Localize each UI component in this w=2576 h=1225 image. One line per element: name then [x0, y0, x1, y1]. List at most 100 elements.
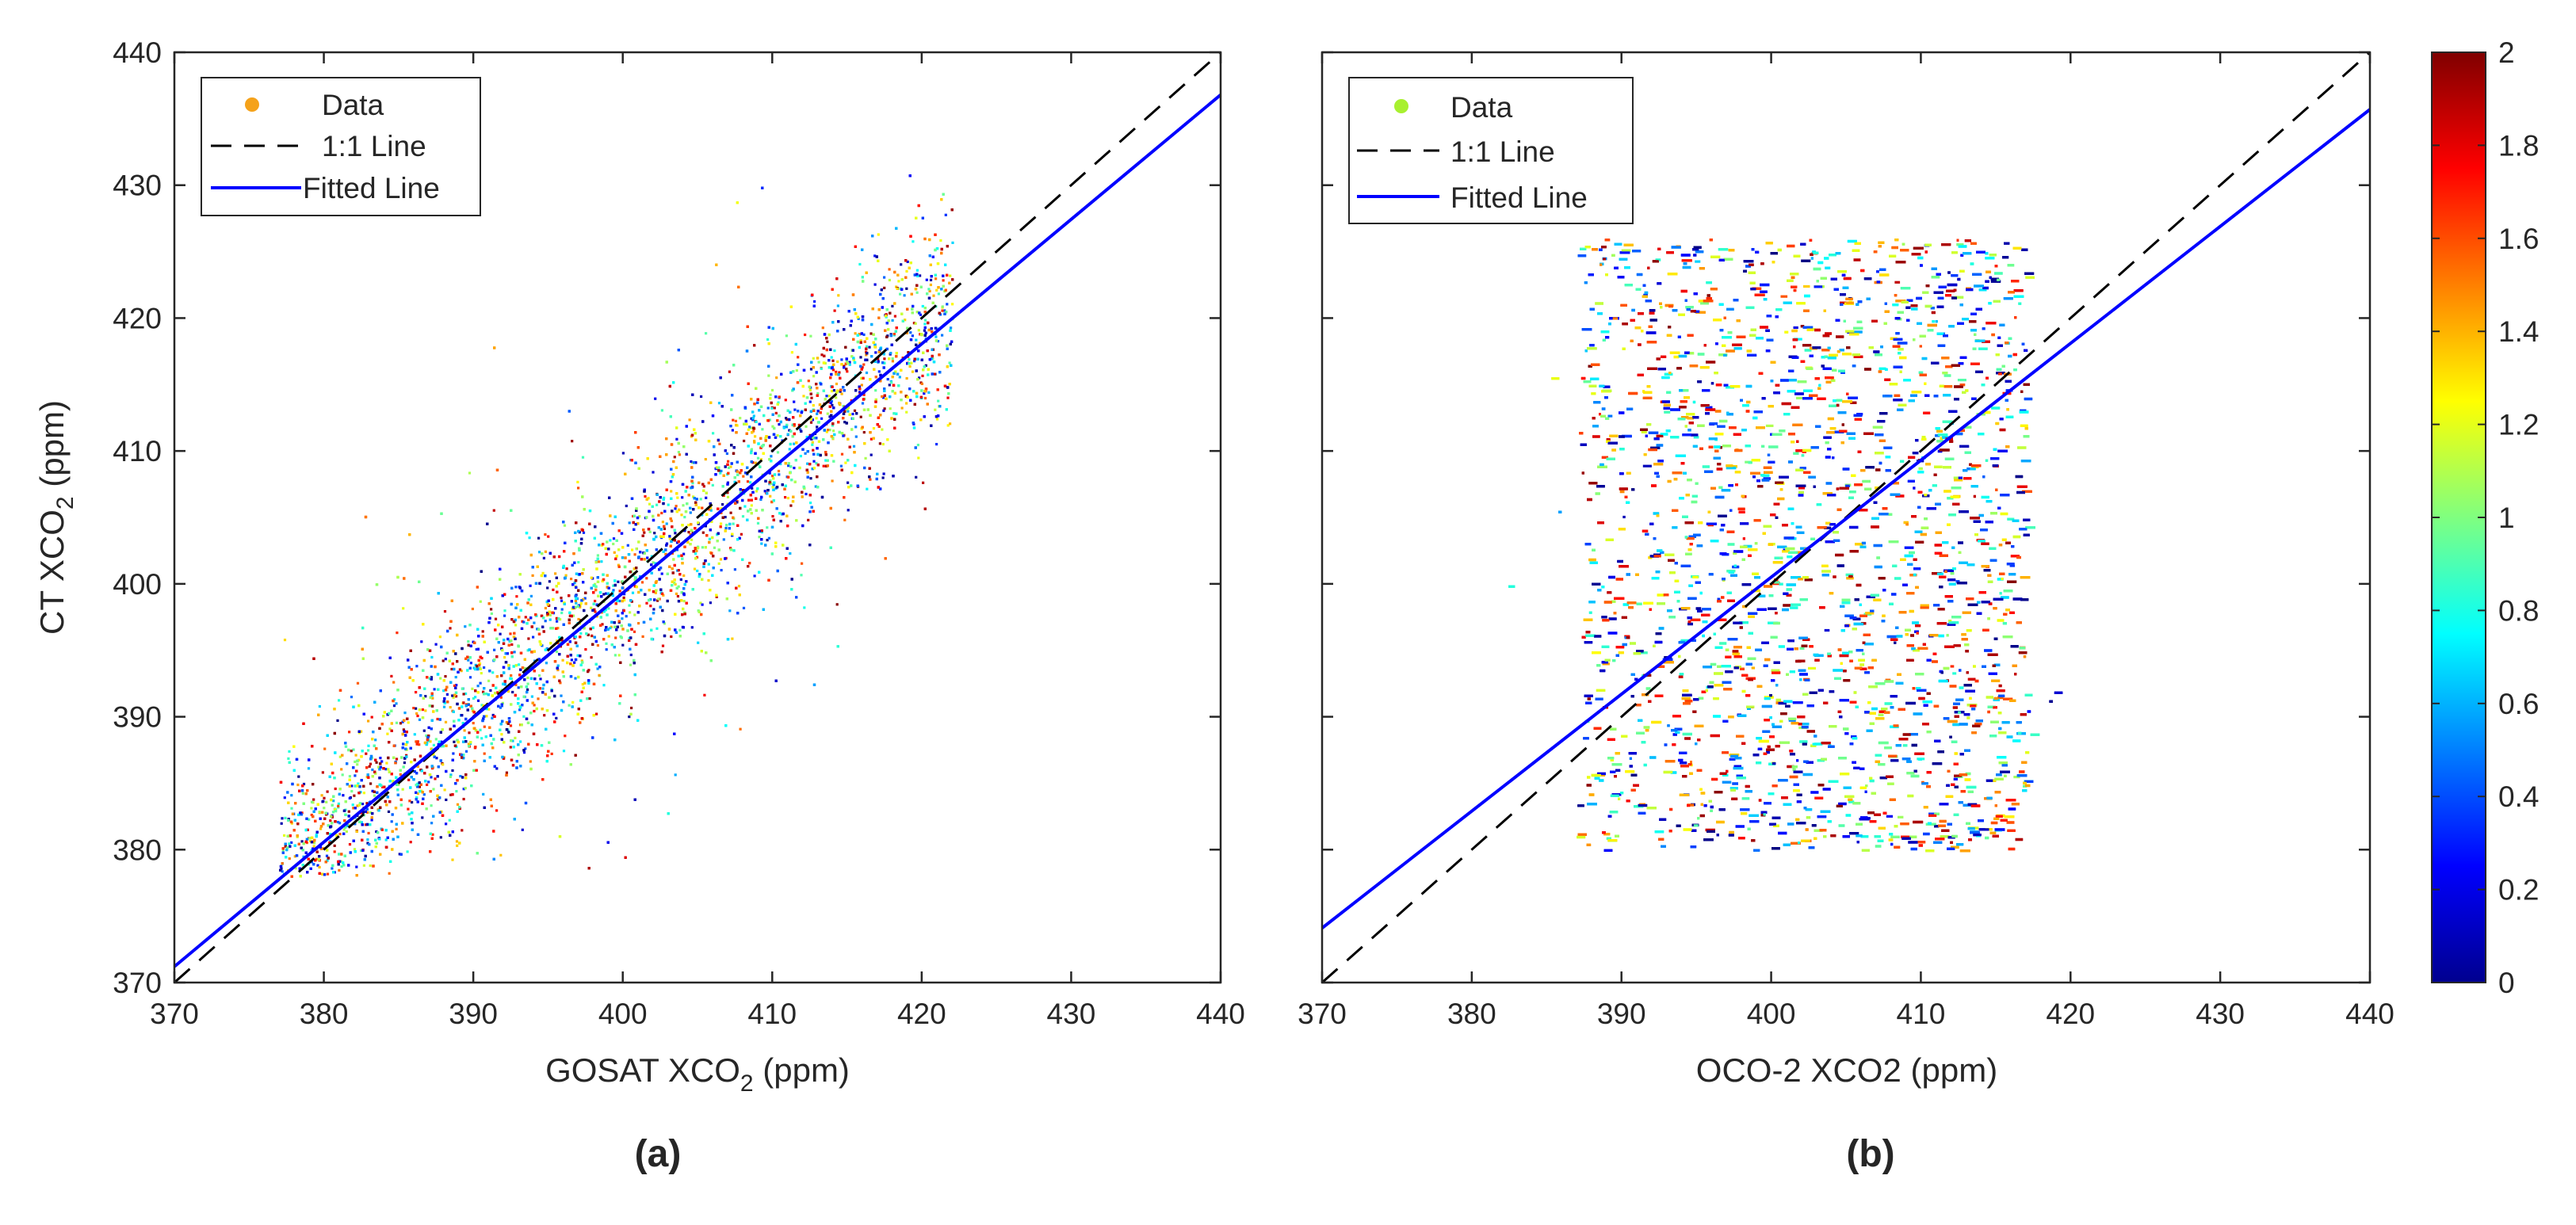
scatter-point-a	[776, 451, 780, 454]
scatter-point-a	[547, 535, 550, 538]
scatter-point-a	[809, 502, 812, 505]
scatter-point-a	[390, 820, 393, 823]
scatter-point-a	[766, 539, 769, 542]
scatter-point-a	[883, 276, 886, 279]
scatter-point-a	[854, 332, 857, 335]
scatter-point-a	[839, 464, 843, 467]
scatter-point-a	[467, 639, 470, 643]
scatter-point-a	[912, 422, 915, 426]
scatter-point-a	[430, 776, 433, 779]
scatter-point-a	[697, 641, 700, 644]
scatter-point-a	[703, 693, 706, 696]
scatter-point-a	[353, 848, 357, 851]
scatter-point-a	[602, 593, 606, 596]
scatter-point-a	[312, 845, 315, 848]
scatter-point-a	[418, 718, 422, 721]
scatter-point-a	[869, 453, 873, 456]
scatter-point-a	[454, 695, 458, 698]
scatter-point-a	[480, 704, 483, 707]
scatter-point-a	[835, 603, 839, 606]
scatter-point-a	[929, 278, 933, 281]
scatter-point-a	[503, 609, 506, 612]
scatter-point-a	[390, 674, 393, 677]
scatter-point-a	[529, 584, 532, 587]
scatter-point-a	[637, 622, 640, 625]
scatter-point-a	[907, 351, 910, 354]
scatter-point-a	[862, 363, 866, 366]
scatter-point-a	[336, 719, 339, 722]
scatter-point-a	[483, 725, 486, 728]
scatter-point-a	[526, 682, 529, 685]
scatter-point-a	[353, 794, 356, 797]
scatter-point-a	[348, 731, 351, 734]
scatter-point-a	[321, 771, 324, 774]
scatter-point-a	[290, 807, 293, 810]
scatter-point-a	[430, 655, 434, 659]
scatter-point-a	[864, 456, 867, 460]
scatter-point-a	[705, 496, 708, 499]
scatter-point-a	[919, 313, 922, 316]
scatter-point-a	[670, 490, 673, 493]
scatter-point-a	[839, 390, 842, 393]
scatter-point-a	[338, 833, 342, 836]
scatter-point-a	[831, 403, 834, 406]
scatter-point-a	[812, 460, 816, 463]
scatter-point-a	[915, 311, 919, 314]
scatter-point-a	[785, 418, 789, 421]
scatter-point-a	[814, 485, 817, 488]
scatter-point-a	[369, 864, 372, 868]
scatter-point-a	[522, 751, 526, 754]
scatter-point-a	[526, 676, 529, 679]
scatter-point-a	[932, 294, 935, 297]
scatter-point-a	[923, 329, 926, 332]
scatter-point-a	[720, 522, 723, 525]
scatter-point-a	[322, 799, 325, 803]
scatter-point-a	[663, 496, 666, 499]
scatter-point-a	[541, 687, 545, 690]
scatter-point-a	[643, 531, 646, 534]
scatter-point-a	[753, 441, 756, 444]
scatter-point-a	[774, 411, 778, 414]
scatter-point-a	[891, 357, 894, 361]
scatter-point-a	[584, 648, 587, 651]
scatter-point-a	[288, 857, 291, 861]
scatter-point-a	[745, 422, 748, 426]
scatter-point-a	[402, 607, 405, 610]
scatter-point-a	[724, 516, 727, 519]
scatter-point-a	[495, 809, 499, 812]
scatter-point-a	[560, 597, 563, 600]
scatter-point-a	[923, 319, 927, 322]
scatter-point-a	[654, 591, 657, 594]
scatter-point-a	[360, 821, 363, 824]
scatter-point-a	[657, 597, 660, 601]
scatter-point-a	[574, 677, 577, 680]
scatter-point-a	[662, 593, 665, 597]
scatter-point-a	[843, 421, 847, 424]
scatter-point-a	[649, 605, 652, 608]
scatter-point-a	[607, 607, 610, 610]
scatter-point-a	[555, 651, 559, 654]
scatter-point-a	[533, 621, 536, 624]
scatter-point-a	[900, 263, 903, 266]
scatter-point-a	[474, 696, 477, 699]
scatter-point-a	[452, 752, 455, 755]
scatter-point-a	[865, 353, 868, 357]
scatter-point-a	[654, 397, 657, 400]
scatter-point-a	[480, 737, 483, 740]
scatter-point-a	[635, 547, 638, 551]
scatter-point-a	[431, 696, 434, 700]
scatter-point-a	[455, 840, 459, 843]
scatter-point-a	[511, 739, 514, 742]
scatter-point-a	[927, 391, 931, 394]
scatter-point-a	[339, 860, 343, 863]
scatter-point-a	[782, 426, 785, 429]
scatter-point-a	[754, 461, 757, 464]
scatter-point-a	[451, 694, 454, 697]
scatter-point-a	[351, 803, 354, 807]
scatter-point-a	[881, 476, 885, 479]
scatter-point-a	[530, 695, 533, 698]
scatter-point-a	[430, 822, 434, 825]
scatter-point-a	[891, 360, 894, 363]
scatter-point-a	[452, 696, 455, 699]
